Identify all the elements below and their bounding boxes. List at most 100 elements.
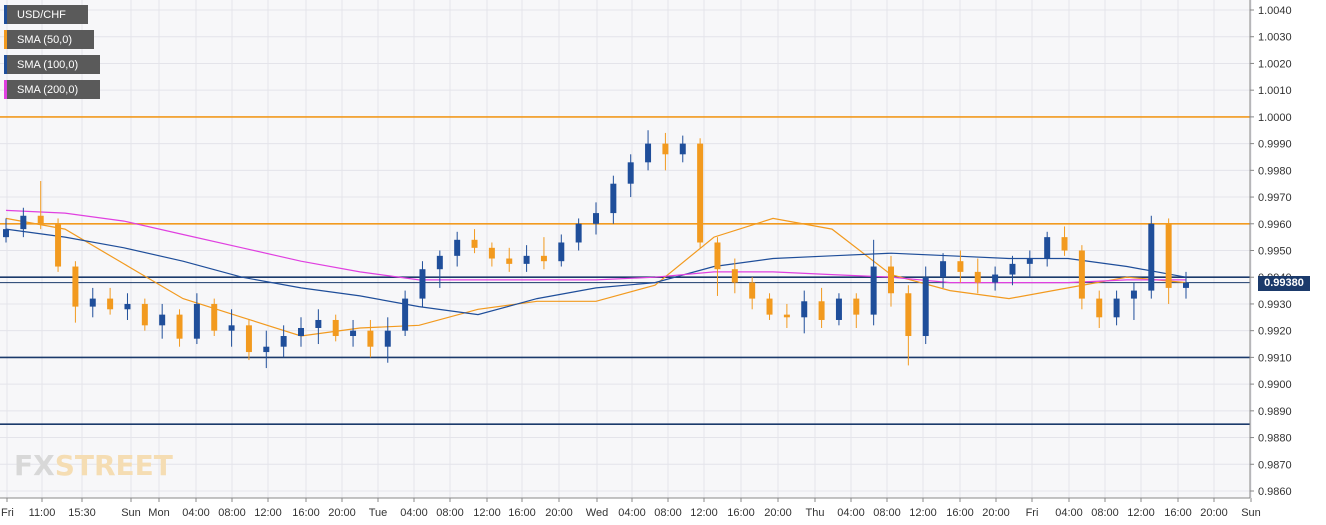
y-tick-label: 1.0040 bbox=[1258, 5, 1292, 17]
axes: 1.0040 1.0030 1.0020 1.0010 1.0000 0.9990 0.99… bbox=[0, 0, 1292, 519]
x-tick-label: 11:00 bbox=[29, 507, 56, 519]
x-tick-label: 16:00 bbox=[292, 507, 320, 519]
candle-body bbox=[315, 319, 322, 328]
y-tick-label: 1.0020 bbox=[1258, 58, 1292, 70]
legend-label: SMA (200,0) bbox=[17, 83, 79, 96]
x-tick-label: Sun bbox=[121, 507, 141, 519]
legend-item-sma50[interactable]: SMA (50,0) bbox=[4, 30, 94, 49]
x-tick-label: Wed bbox=[586, 507, 608, 519]
candle-body bbox=[20, 215, 27, 230]
legend: USD/CHF SMA (50,0) SMA (100,0) SMA (200,… bbox=[4, 5, 100, 105]
x-tick-label: 04:00 bbox=[182, 507, 210, 519]
candle-body bbox=[332, 319, 339, 337]
x-tick-label: 20:00 bbox=[764, 507, 792, 519]
candle-body bbox=[905, 293, 912, 337]
candle-body bbox=[454, 239, 461, 256]
candle-body bbox=[714, 242, 721, 270]
x-tick-label: 12:00 bbox=[690, 507, 718, 519]
candle-body bbox=[1130, 290, 1137, 299]
horizontal-levels bbox=[0, 116, 1250, 425]
sma-line bbox=[5, 209, 1186, 284]
candle-body bbox=[159, 314, 166, 326]
x-tick-label: 08:00 bbox=[873, 507, 901, 519]
candle-body bbox=[1113, 298, 1120, 318]
logo-street: STREET bbox=[54, 449, 173, 482]
candle-body bbox=[766, 298, 773, 315]
x-tick-label: 12:00 bbox=[254, 507, 282, 519]
x-tick-label: 20:00 bbox=[545, 507, 573, 519]
legend-item-sma100[interactable]: SMA (100,0) bbox=[4, 55, 100, 74]
candle-body bbox=[697, 143, 704, 243]
candle-body bbox=[783, 314, 790, 318]
candle-body bbox=[367, 330, 374, 347]
candle-body bbox=[506, 258, 513, 264]
candle-body bbox=[419, 269, 426, 299]
candle-body bbox=[1009, 263, 1016, 275]
candle-body bbox=[1165, 223, 1172, 288]
y-tick-label: 0.9990 bbox=[1258, 139, 1292, 151]
legend-swatch bbox=[4, 5, 7, 24]
x-tick-label: 04:00 bbox=[1055, 507, 1083, 519]
x-tick-label: 16:00 bbox=[508, 507, 536, 519]
legend-item-sma200[interactable]: SMA (200,0) bbox=[4, 80, 100, 99]
y-tick-label: 0.9980 bbox=[1258, 165, 1292, 177]
candle-body bbox=[1061, 237, 1068, 251]
candle-body bbox=[488, 247, 495, 259]
x-tick-label: Sun bbox=[1241, 507, 1261, 519]
candle-body bbox=[1148, 223, 1155, 291]
logo-fx: FX bbox=[14, 449, 55, 482]
candle-body bbox=[55, 223, 62, 267]
x-tick-label: 04:00 bbox=[618, 507, 646, 519]
candle-body bbox=[540, 255, 547, 262]
x-tick-label: 12:00 bbox=[473, 507, 501, 519]
legend-swatch bbox=[4, 80, 7, 99]
candle-body bbox=[263, 346, 270, 353]
candle-body bbox=[1026, 258, 1033, 264]
candle-body bbox=[124, 303, 131, 310]
legend-label: SMA (100,0) bbox=[17, 58, 79, 71]
y-tick-label: 1.0010 bbox=[1258, 85, 1292, 97]
candle-body bbox=[176, 314, 183, 339]
candle-body bbox=[922, 277, 929, 337]
y-tick-label: 0.9870 bbox=[1258, 459, 1292, 471]
plot-background bbox=[0, 0, 1250, 498]
x-tick-label: 08:00 bbox=[654, 507, 682, 519]
x-tick-label: 08:00 bbox=[1091, 507, 1119, 519]
candle-body bbox=[593, 213, 599, 224]
y-tick-label: 0.9910 bbox=[1258, 352, 1292, 364]
legend-label: USD/CHF bbox=[17, 8, 66, 21]
x-tick-label: 08:00 bbox=[436, 507, 464, 519]
y-tick-label: 0.9890 bbox=[1258, 406, 1292, 418]
candle-body bbox=[801, 301, 808, 318]
legend-label: SMA (50,0) bbox=[17, 33, 73, 46]
y-tick-label: 0.9860 bbox=[1258, 486, 1292, 498]
current-price-tag: 0.99380 bbox=[1258, 276, 1310, 291]
y-tick-label: 0.9950 bbox=[1258, 246, 1292, 258]
candle-body bbox=[888, 266, 894, 294]
x-tick-label: Tue bbox=[369, 507, 388, 519]
candle-body bbox=[37, 215, 44, 224]
sma-line bbox=[5, 217, 1187, 337]
candle-body bbox=[402, 298, 409, 331]
candle-body bbox=[1044, 237, 1051, 259]
candle-body bbox=[853, 298, 860, 315]
y-tick-label: 1.0000 bbox=[1258, 112, 1292, 124]
candle-body bbox=[298, 327, 304, 337]
candle-body bbox=[1183, 282, 1189, 288]
x-tick-label: 20:00 bbox=[1200, 507, 1228, 519]
candle-body bbox=[749, 282, 756, 299]
x-tick-label: Mon bbox=[148, 507, 169, 519]
x-tick-label: 20:00 bbox=[328, 507, 356, 519]
candle-body bbox=[818, 301, 825, 320]
x-tick-label: 16:00 bbox=[1164, 507, 1192, 519]
candle-body bbox=[228, 325, 235, 331]
x-tick-label: 16:00 bbox=[727, 507, 755, 519]
legend-swatch bbox=[4, 30, 7, 49]
legend-item-usdchf[interactable]: USD/CHF bbox=[4, 5, 88, 24]
candle-body bbox=[384, 330, 391, 347]
x-tick-label: Thu bbox=[806, 507, 825, 519]
candle-body bbox=[835, 298, 842, 320]
sma-line bbox=[5, 228, 1187, 316]
